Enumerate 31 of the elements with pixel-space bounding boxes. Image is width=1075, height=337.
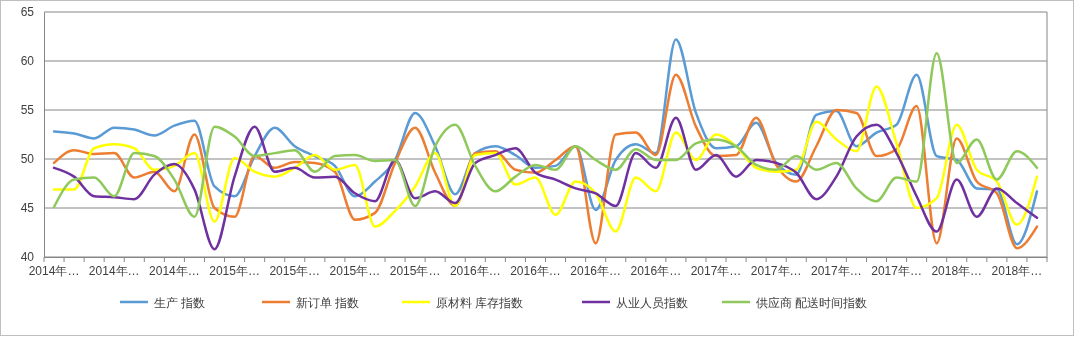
x-tick-label: 2018年… — [991, 263, 1043, 278]
legend-label: 原材料 库存指数 — [436, 295, 524, 310]
y-tick-label: 65 — [20, 5, 35, 20]
x-tick-label: 2016年… — [449, 263, 501, 278]
x-tick-label: 2017年… — [690, 263, 742, 278]
x-tick-label: 2016年… — [630, 263, 682, 278]
y-tick-label: 60 — [20, 54, 35, 69]
legend-label: 供应商 配送时间指数 — [756, 295, 868, 310]
y-tick-label: 40 — [20, 250, 35, 265]
x-tick-label: 2014年… — [149, 263, 200, 278]
x-tick-label: 2015年… — [209, 263, 260, 278]
line-series — [52, 116, 1039, 251]
x-tick-label: 2015年… — [389, 263, 441, 278]
x-tick-label: 2017年… — [811, 263, 862, 278]
x-tick-label: 2015年… — [269, 263, 321, 278]
x-tick-label: 2014年… — [88, 263, 140, 278]
legend-label: 生产 指数 — [154, 295, 206, 310]
legend-label: 从业人员指数 — [616, 295, 688, 310]
x-tick-label: 2017年… — [871, 263, 922, 278]
x-tick-label: 2016年… — [510, 263, 561, 278]
legend-label: 新订单 指数 — [296, 295, 360, 310]
x-tick-label: 2015年… — [329, 263, 381, 278]
line-series — [52, 85, 1039, 233]
y-tick-label: 45 — [20, 201, 35, 216]
x-tick-label: 2014年… — [28, 263, 80, 278]
y-tick-label: 55 — [20, 103, 35, 118]
x-tick-label: 2017年… — [750, 263, 802, 278]
y-tick-label: 50 — [20, 152, 35, 167]
x-tick-label: 2016年… — [570, 263, 621, 278]
x-tick-label: 2018年… — [931, 263, 983, 278]
line-series — [52, 51, 1039, 219]
